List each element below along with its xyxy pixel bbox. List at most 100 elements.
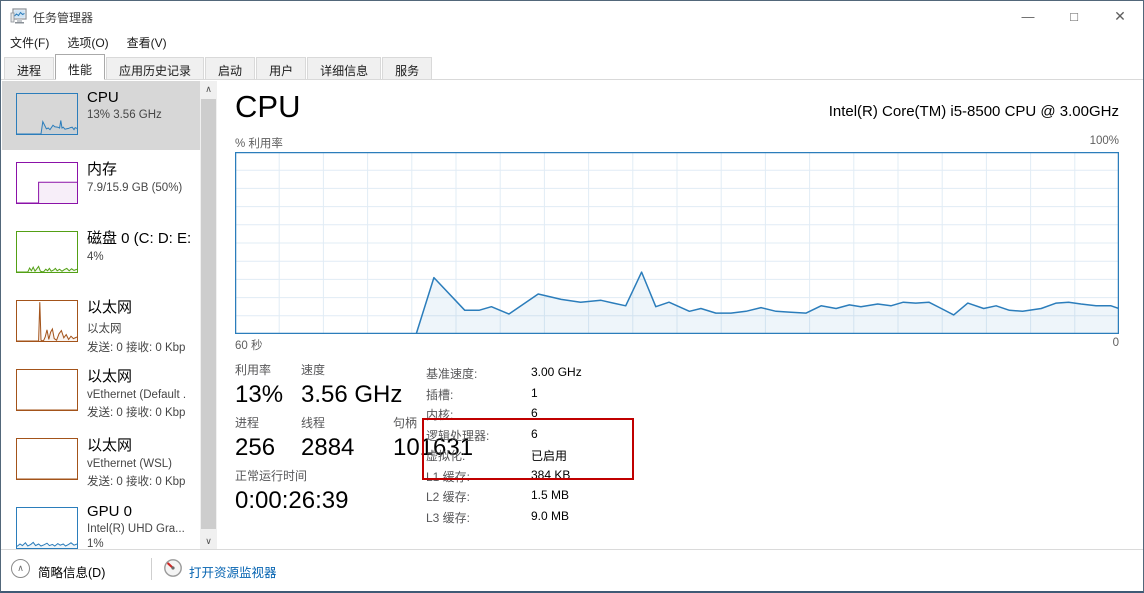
cpu-spec-list: 基准速度: 3.00 GHz 插槽: 1 内核: 6 逻辑处理器: 6 虚拟化:… — [426, 365, 656, 529]
spec-l2-cache-label: L2 缓存: — [426, 490, 471, 504]
menu-bar: 文件(F) 选项(O) 查看(V) — [1, 31, 1143, 54]
resource-monitor-icon — [164, 559, 182, 577]
sidebar-item-disk-0[interactable]: 磁盘 0 (C: D: E: 4% — [2, 219, 200, 288]
ethernet-1-title: 以太网 — [87, 299, 133, 316]
spec-l1-cache-value: 384 KB — [531, 467, 571, 482]
spec-sockets: 插槽: 1 — [426, 386, 656, 407]
ethernet-2-subtitle-0: vEthernet (Default . — [87, 389, 187, 401]
stat-utilization: 利用率 13% — [235, 361, 283, 409]
app-icon — [10, 8, 27, 24]
collapse-button[interactable]: ∧ — [11, 559, 30, 578]
memory-subtitle-0: 7.9/15.9 GB (50%) — [87, 182, 183, 194]
window-title: 任务管理器 — [33, 11, 94, 25]
tab-users[interactable]: 用户 — [256, 57, 307, 79]
chart-x-left-label: 60 秒 — [235, 340, 263, 352]
memory-title: 内存 — [87, 161, 118, 178]
ethernet-1-sparkline — [16, 300, 78, 342]
ethernet-2-title: 以太网 — [87, 368, 133, 385]
chart-y-axis-label: % 利用率 — [235, 138, 283, 150]
close-button[interactable]: ✕ — [1097, 1, 1143, 31]
scrollbar-thumb[interactable] — [201, 99, 216, 529]
tab-details[interactable]: 详细信息 — [307, 57, 382, 79]
title-bar: 任务管理器 — □ ✕ — [1, 1, 1143, 31]
minimize-button[interactable]: — — [1005, 1, 1051, 31]
gpu-0-text: GPU 0 Intel(R) UHD Gra... 1% — [87, 503, 199, 550]
gpu-0-subtitle-0: Intel(R) UHD Gra... — [87, 523, 185, 535]
fewer-details-label[interactable]: 简略信息(D) — [38, 566, 106, 580]
tab-startup[interactable]: 启动 — [205, 57, 256, 79]
spec-virtualization-value: 已启用 — [531, 449, 568, 463]
ethernet-3-title: 以太网 — [87, 437, 133, 454]
spec-l3-cache-label: L3 缓存: — [426, 510, 471, 525]
performance-sidebar: CPU 13% 3.56 GHz 内存 7.9/15.9 GB (50%) 磁盘 0 (… — [2, 81, 200, 550]
ethernet-3-subtitle-0: vEthernet (WSL) — [87, 458, 172, 470]
ethernet-2-sparkline — [16, 369, 78, 411]
spec-l2-cache-value: 1.5 MB — [531, 488, 570, 502]
stat-processes-value: 256 — [235, 434, 276, 461]
disk-0-subtitle-0: 4% — [87, 251, 104, 263]
spec-base-speed-value: 3.00 GHz — [531, 365, 582, 379]
memory-sparkline — [16, 162, 78, 204]
spec-cores: 内核: 6 — [426, 406, 656, 427]
spec-l1-cache-label: L1 缓存: — [426, 469, 471, 484]
tab-services[interactable]: 服务 — [382, 57, 433, 79]
ethernet-3-sparkline — [16, 438, 78, 480]
cpu-subtitle-0: 13% 3.56 GHz — [87, 109, 162, 121]
spec-logical-processors-label: 逻辑处理器: — [426, 428, 490, 443]
ethernet-1-subtitle-0: 以太网 — [87, 323, 122, 335]
cpu-text: CPU 13% 3.56 GHz — [87, 89, 199, 121]
stat-utilization-label: 利用率 — [235, 363, 272, 377]
footer-divider — [151, 558, 152, 580]
stat-processes: 进程 256 — [235, 414, 275, 462]
menu-options[interactable]: 选项(O) — [67, 36, 109, 50]
spec-l1-cache: L1 缓存: 384 KB — [426, 468, 656, 489]
stat-processes-label: 进程 — [235, 416, 260, 430]
spec-l2-cache: L2 缓存: 1.5 MB — [426, 488, 656, 509]
sidebar-item-gpu-0[interactable]: GPU 0 Intel(R) UHD Gra... 1% — [2, 495, 200, 550]
chart-y-max-label: 100% — [1089, 135, 1119, 147]
spec-logical-processors-value: 6 — [531, 426, 538, 441]
sidebar-item-ethernet-1[interactable]: 以太网 以太网 发送: 0 接收: 0 Kbp — [2, 288, 200, 357]
cpu-detail-panel: CPU Intel(R) Core(TM) i5-8500 CPU @ 3.00… — [217, 81, 1143, 550]
stat-uptime-label: 正常运行时间 — [235, 469, 308, 483]
spec-virtualization-label: 虚拟化: — [426, 449, 466, 463]
cpu-title: CPU — [87, 89, 119, 106]
chart-x-right-label: 0 — [1112, 337, 1119, 349]
minimize-icon: — — [1021, 8, 1035, 24]
gpu-0-sparkline — [16, 507, 78, 549]
tab-processes[interactable]: 进程 — [4, 57, 55, 79]
tab-app-history[interactable]: 应用历史记录 — [106, 57, 205, 79]
cpu-device-name: Intel(R) Core(TM) i5-8500 CPU @ 3.00GHz — [828, 103, 1119, 120]
stat-threads: 线程 2884 — [301, 414, 354, 462]
memory-text: 内存 7.9/15.9 GB (50%) — [87, 158, 199, 194]
disk-0-sparkline — [16, 231, 78, 273]
close-icon: ✕ — [1114, 7, 1126, 24]
open-resource-monitor-link[interactable]: 打开资源监视器 — [189, 566, 277, 580]
cpu-utilization-chart — [234, 151, 1120, 335]
ethernet-2-subtitle-1: 发送: 0 接收: 0 Kbp — [87, 407, 186, 419]
stat-speed-label: 速度 — [301, 363, 326, 377]
menu-file[interactable]: 文件(F) — [10, 36, 50, 50]
stat-handles-value: 101631 — [393, 434, 474, 461]
scroll-down-icon[interactable]: ∨ — [205, 536, 212, 546]
stat-speed: 速度 3.56 GHz — [301, 361, 402, 409]
spec-cores-label: 内核: — [426, 408, 454, 422]
spec-logical-processors: 逻辑处理器: 6 — [426, 427, 656, 448]
sidebar-item-memory[interactable]: 内存 7.9/15.9 GB (50%) — [2, 150, 200, 219]
sidebar-item-cpu[interactable]: CPU 13% 3.56 GHz — [2, 81, 200, 150]
footer-bar: ∧ 简略信息(D) 打开资源监视器 — [1, 549, 1143, 591]
sidebar-item-ethernet-3[interactable]: 以太网 vEthernet (WSL) 发送: 0 接收: 0 Kbp — [2, 426, 200, 495]
gpu-0-subtitle-1: 1% — [87, 538, 104, 550]
spec-base-speed-label: 基准速度: — [426, 367, 478, 381]
gpu-0-title: GPU 0 — [87, 503, 133, 520]
maximize-icon: □ — [1070, 8, 1078, 24]
menu-view[interactable]: 查看(V) — [126, 36, 167, 50]
sidebar-scrollbar[interactable]: ∧ ∨ — [200, 81, 217, 550]
scroll-up-icon[interactable]: ∧ — [205, 84, 212, 94]
tab-performance[interactable]: 性能 — [55, 54, 106, 80]
maximize-button[interactable]: □ — [1051, 1, 1097, 31]
chevron-up-icon: ∧ — [17, 563, 24, 573]
sidebar-item-ethernet-2[interactable]: 以太网 vEthernet (Default . 发送: 0 接收: 0 Kbp — [2, 357, 200, 426]
ethernet-3-subtitle-1: 发送: 0 接收: 0 Kbp — [87, 476, 186, 488]
